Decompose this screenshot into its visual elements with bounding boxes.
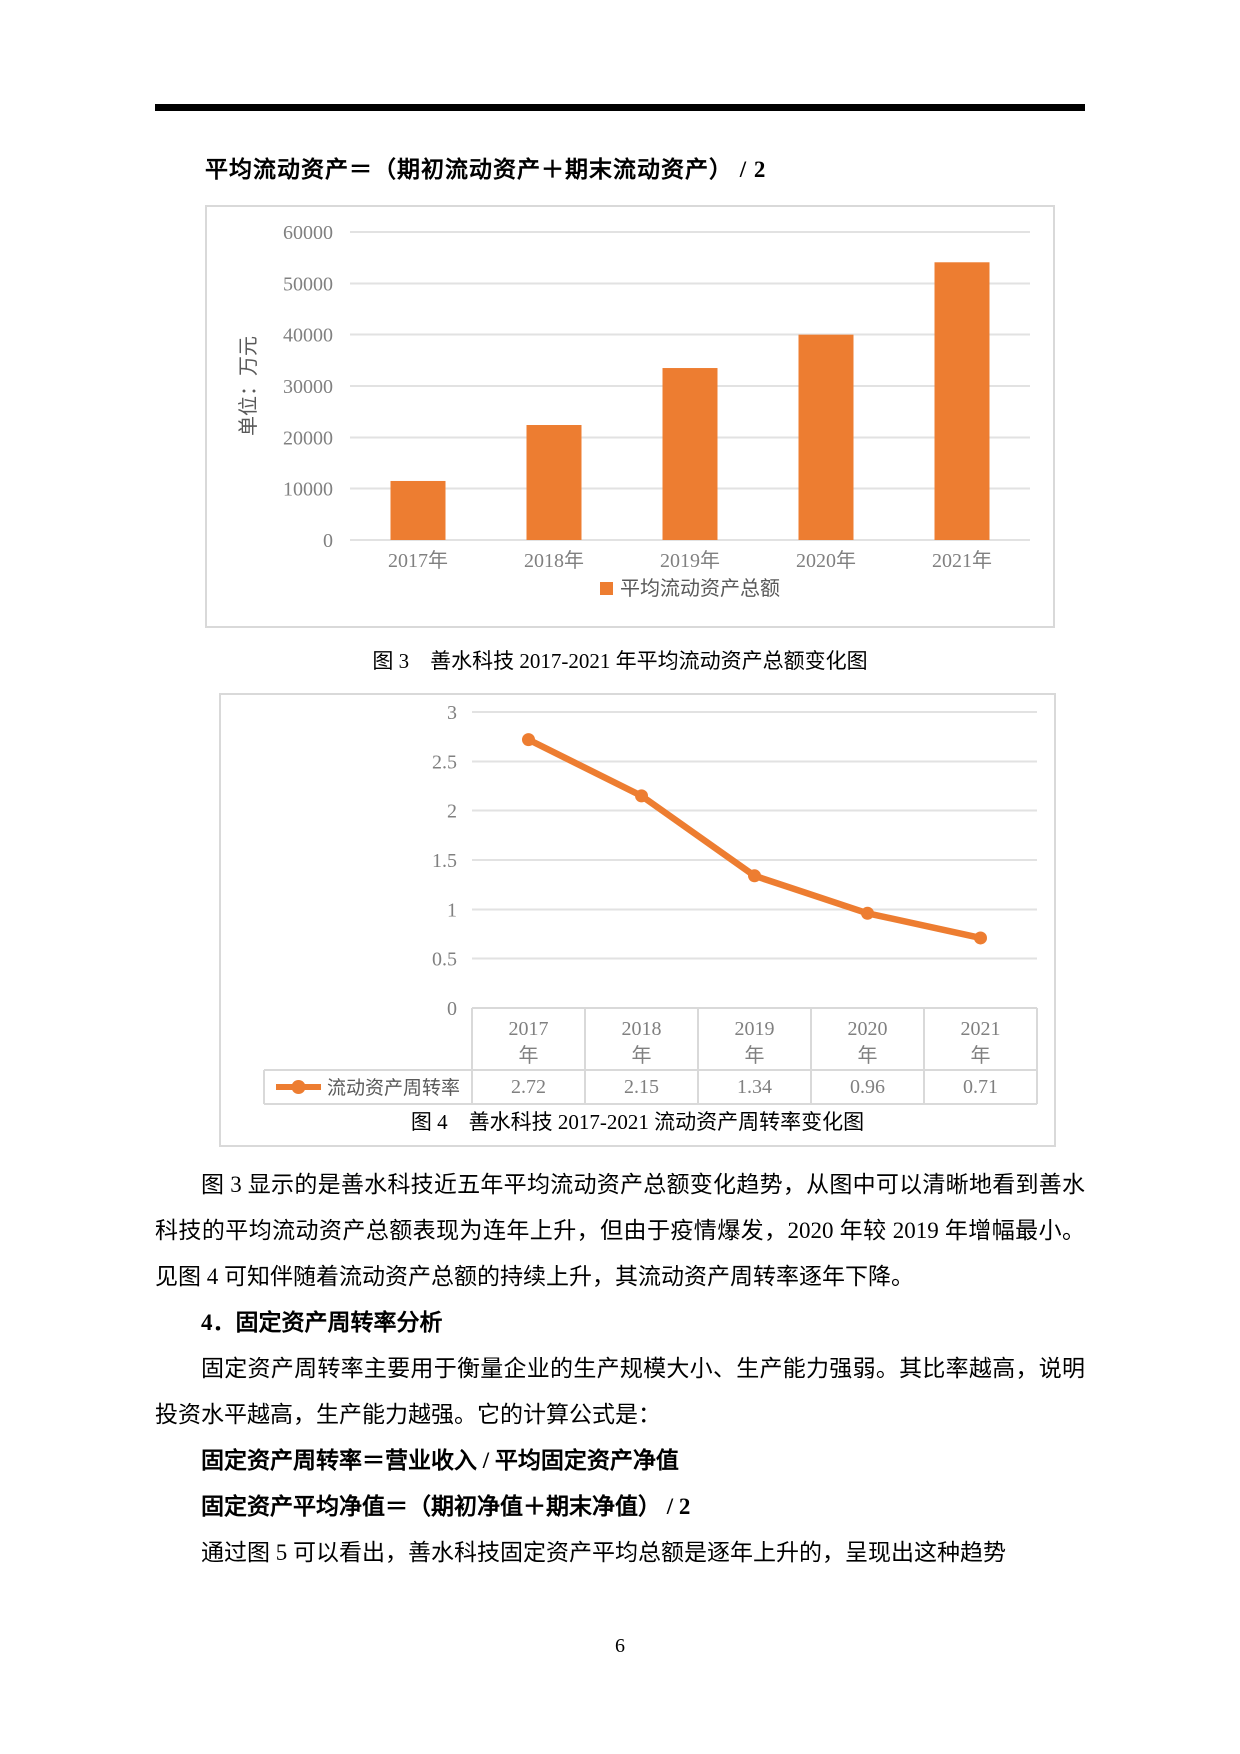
svg-text:2.72: 2.72 [511, 1076, 546, 1098]
paragraph-fig5-lead-in: 通过图 5 可以看出，善水科技固定资产平均总额是逐年上升的，呈现出这种趋势 [201, 1540, 1006, 1565]
svg-text:年: 年 [745, 1044, 765, 1067]
svg-text:2.5: 2.5 [432, 751, 457, 773]
svg-text:2020: 2020 [848, 1018, 888, 1040]
svg-text:0.5: 0.5 [432, 949, 457, 971]
svg-text:2019年: 2019年 [660, 549, 720, 572]
svg-text:2018年: 2018年 [524, 549, 584, 572]
figure3-caption: 图 3 善水科技 2017-2021 年平均流动资产总额变化图 [372, 649, 868, 673]
svg-text:0.71: 0.71 [963, 1076, 998, 1098]
svg-text:40000: 40000 [283, 325, 333, 347]
paragraph-fig3-discussion: 图 3 显示的是善水科技近五年平均流动资产总额变化趋势，从图中可以清晰地看到善水… [155, 1172, 1085, 1289]
bar-chart: 0 10000 20000 30000 40000 50000 60000 2017年 2018… [237, 222, 1030, 600]
header-rule [155, 104, 1085, 111]
svg-text:2.15: 2.15 [624, 1076, 659, 1098]
svg-text:3: 3 [447, 702, 457, 724]
formula-average-current-assets: 平均流动资产＝（期初流动资产＋期末流动资产） / 2 [205, 157, 767, 182]
svg-text:年: 年 [971, 1044, 991, 1067]
svg-text:2019: 2019 [735, 1018, 775, 1040]
svg-text:50000: 50000 [283, 273, 333, 295]
body-text: 图 3 显示的是善水科技近五年平均流动资产总额变化趋势，从图中可以清晰地看到善水… [155, 1162, 1085, 1576]
line-chart: 0 0.5 1 1.5 2 2.5 3 2017 年 2.72 2018 年 2.15 2019 年 1.34… [263, 702, 1038, 1105]
svg-text:2017年: 2017年 [388, 549, 448, 572]
svg-text:1.34: 1.34 [737, 1076, 772, 1098]
svg-text:1.5: 1.5 [432, 850, 457, 872]
svg-text:0: 0 [447, 998, 457, 1020]
figure4-caption: 图 4 善水科技 2017-2021 流动资产周转率变化图 [410, 1110, 865, 1134]
page-number: 6 [615, 1635, 625, 1657]
formula-fixed-asset-turnover: 固定资产周转率＝营业收入 / 平均固定资产净值 [201, 1448, 679, 1473]
svg-text:2: 2 [447, 801, 457, 823]
svg-text:年: 年 [632, 1044, 652, 1067]
svg-text:2020年: 2020年 [796, 549, 856, 572]
svg-text:1: 1 [447, 899, 457, 921]
svg-text:30000: 30000 [283, 376, 333, 398]
svg-text:2017: 2017 [509, 1018, 549, 1040]
svg-text:流动资产周转率: 流动资产周转率 [327, 1077, 460, 1099]
line-chart-figure: 0 0.5 1 1.5 2 2.5 3 2017 年 2.72 2018 年 2.15 2019 年 1.34… [219, 693, 1056, 1147]
formula-fixed-asset-average: 固定资产平均净值＝（期初净值＋期末净值） / 2 [201, 1494, 691, 1519]
svg-text:0.96: 0.96 [850, 1076, 885, 1098]
svg-text:0: 0 [323, 530, 333, 552]
svg-text:平均流动资产总额: 平均流动资产总额 [620, 577, 780, 600]
paragraph-fixed-asset-intro: 固定资产周转率主要用于衡量企业的生产规模大小、生产能力强弱。其比率越高，说明投资… [155, 1356, 1085, 1427]
bar-chart-figure: 0 10000 20000 30000 40000 50000 60000 2017年 2018… [205, 205, 1055, 628]
svg-text:2018: 2018 [622, 1018, 662, 1040]
svg-text:单位：万元: 单位：万元 [237, 336, 260, 436]
svg-text:60000: 60000 [283, 222, 333, 244]
svg-text:2021: 2021 [961, 1018, 1001, 1040]
section-heading-fixed-asset-turnover: 4．固定资产周转率分析 [201, 1310, 443, 1335]
svg-text:2021年: 2021年 [932, 549, 992, 572]
svg-text:年: 年 [858, 1044, 878, 1067]
svg-text:10000: 10000 [283, 479, 333, 501]
svg-text:20000: 20000 [283, 427, 333, 449]
svg-text:年: 年 [519, 1044, 539, 1067]
